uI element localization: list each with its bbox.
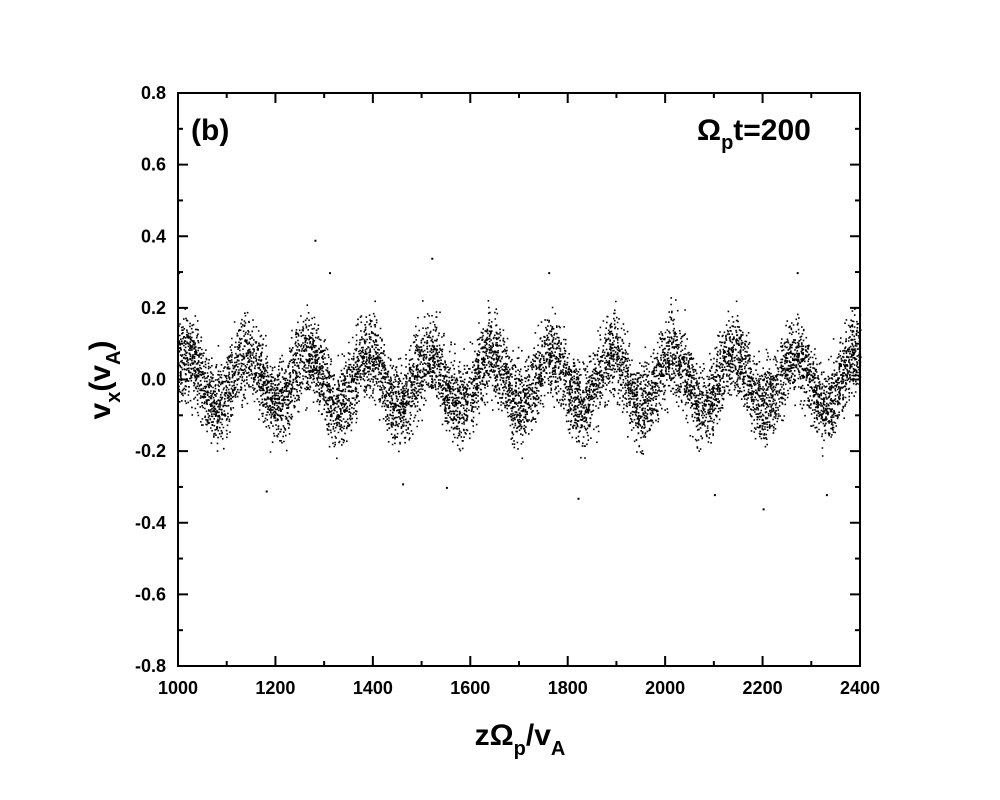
particle-cloud: [178, 239, 862, 511]
x-tick-label: 1600: [450, 678, 490, 698]
x-tick-label: 2400: [840, 678, 880, 698]
x-tick-label: 2000: [645, 678, 685, 698]
tick-labels: 1000 1200 1400 1600 1800 2000 2200 2400 -0.8 -0.6…: [135, 83, 880, 698]
y-tick-label: 0.6: [141, 155, 166, 175]
y-axis-label: vx(vA): [84, 341, 125, 420]
x-tick-label: 1400: [353, 678, 393, 698]
x-tick-label: 2200: [743, 678, 783, 698]
y-tick-label: -0.6: [135, 584, 166, 604]
y-tick-label: 0.4: [141, 226, 166, 246]
y-tick-label: -0.8: [135, 656, 166, 676]
y-tick-label: 0.8: [141, 83, 166, 103]
x-tick-label: 1000: [158, 678, 198, 698]
y-tick-label: 0.2: [141, 298, 166, 318]
y-tick-label: 0.0: [141, 370, 166, 390]
particle-points: [178, 239, 862, 511]
x-axis-label: zΩp/vA: [475, 719, 566, 760]
x-tick-label: 1800: [548, 678, 588, 698]
time-label: Ωpt=200: [697, 114, 811, 154]
y-tick-label: -0.4: [135, 513, 166, 533]
x-tick-label: 1200: [255, 678, 295, 698]
axis-ticks: [177, 92, 861, 667]
y-tick-label: -0.2: [135, 441, 166, 461]
panel-label: (b): [191, 114, 229, 147]
